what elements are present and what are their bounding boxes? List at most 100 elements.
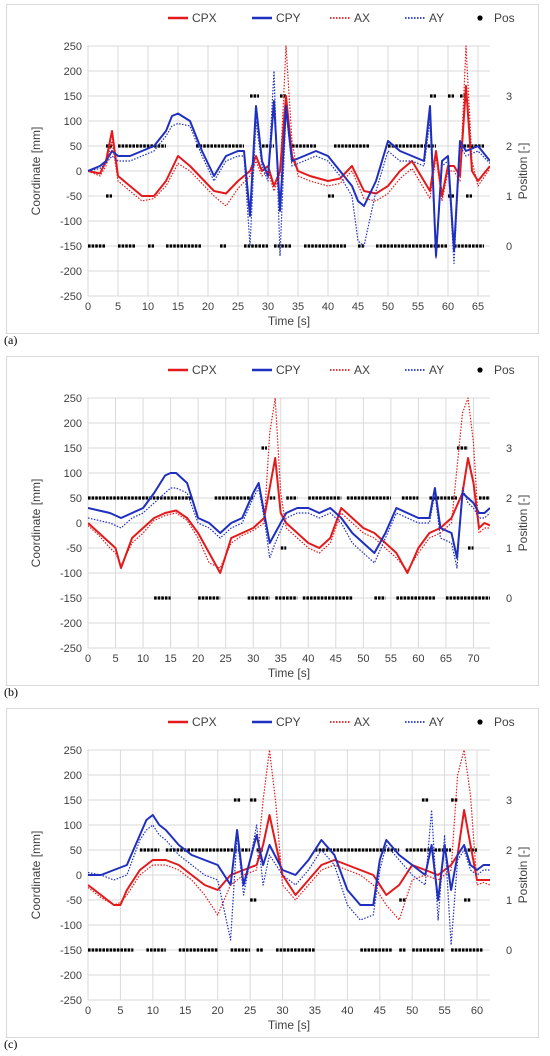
chart-panel-c: 250 200 150 100 50 0 -50 -100 -150 -200 -250 0 5 10 15… <box>0 704 550 1056</box>
series-line-ay <box>88 70 490 265</box>
x-tick-label: 5 <box>112 653 118 665</box>
legend-label-cpy: CPY <box>276 363 301 377</box>
legend-label-pos: Pos <box>494 715 515 729</box>
y2-tick-label: 1 <box>506 895 512 907</box>
x-tick-label: 35 <box>309 1005 321 1017</box>
y2-tick-label: 3 <box>506 443 512 455</box>
legend-label-ay: AY <box>429 363 444 377</box>
x-tick-label: 35 <box>292 301 304 313</box>
y2-axis-title: Positoin [-] <box>516 847 530 904</box>
y-tick-label: -200 <box>60 266 82 278</box>
x-tick-label: 5 <box>117 1005 123 1017</box>
legend-marker-pos <box>477 367 483 373</box>
chart-frame <box>6 356 539 686</box>
legend-label-ax: AX <box>354 715 370 729</box>
x-tick-label: 55 <box>438 1005 450 1017</box>
x-tick-label: 15 <box>172 301 184 313</box>
x-tick-label: 55 <box>412 301 424 313</box>
x-tick-label: 40 <box>302 653 314 665</box>
y-tick-label: 100 <box>64 468 82 480</box>
x-axis-title: Time [s] <box>268 1018 310 1032</box>
y2-tick-label: 0 <box>506 241 512 253</box>
y2-tick-label: 3 <box>506 795 512 807</box>
x-tick-label: 45 <box>330 653 342 665</box>
plot-area <box>88 45 490 265</box>
x-tick-label: 5 <box>115 301 121 313</box>
y-tick-label: 200 <box>64 66 82 78</box>
panel-label-b: (b) <box>4 685 18 699</box>
x-tick-label: 40 <box>322 301 334 313</box>
x-tick-label: 25 <box>220 653 232 665</box>
y2-axis-title: Position [-] <box>516 143 530 200</box>
chart-frame <box>6 708 539 1038</box>
y2-tick-label: 1 <box>506 543 512 555</box>
legend-label-ay: AY <box>429 11 444 25</box>
x-tick-label: 20 <box>192 653 204 665</box>
y-tick-label: 50 <box>70 845 82 857</box>
x-tick-label: 30 <box>276 1005 288 1017</box>
x-tick-label: 55 <box>385 653 397 665</box>
y2-tick-label: 0 <box>506 593 512 605</box>
x-tick-label: 65 <box>440 653 452 665</box>
x-axis-title: Time [s] <box>268 314 310 328</box>
y-tick-label: -150 <box>60 945 82 957</box>
legend-label-pos: Pos <box>494 11 515 25</box>
legend-label-ay: AY <box>429 715 444 729</box>
y-tick-label: 50 <box>70 493 82 505</box>
panel-label-c: (c) <box>4 1037 18 1051</box>
x-tick-label: 40 <box>341 1005 353 1017</box>
series-line-ax <box>88 397 490 572</box>
y2-tick-label: 2 <box>506 141 512 153</box>
y-tick-label: -100 <box>60 568 82 580</box>
y-tick-label: 150 <box>64 795 82 807</box>
x-tick-label: 60 <box>471 1005 483 1017</box>
y-tick-label: -200 <box>60 970 82 982</box>
x-tick-label: 10 <box>137 653 149 665</box>
x-tick-label: 45 <box>374 1005 386 1017</box>
y-tick-label: -100 <box>60 216 82 228</box>
x-tick-label: 35 <box>275 653 287 665</box>
y-tick-label: -250 <box>60 995 82 1007</box>
legend-label-ax: AX <box>354 363 370 377</box>
x-tick-label: 50 <box>357 653 369 665</box>
chart-panel-a: 250 200 150 100 50 0 -50 -100 -150 -200 -250 0 5 10 15… <box>0 0 550 352</box>
y-tick-label: -150 <box>60 241 82 253</box>
x-tick-label: 30 <box>247 653 259 665</box>
x-tick-label: 50 <box>406 1005 418 1017</box>
x-tick-label: 10 <box>142 301 154 313</box>
y2-tick-label: 3 <box>506 91 512 103</box>
y-tick-label: 150 <box>64 443 82 455</box>
y-tick-label: 250 <box>64 745 82 757</box>
y-tick-label: 200 <box>64 418 82 430</box>
series-line-ay <box>88 809 490 946</box>
x-tick-label: 25 <box>244 1005 256 1017</box>
legend-label-pos: Pos <box>494 363 515 377</box>
legend-label-cpy: CPY <box>276 715 301 729</box>
legend-label-cpy: CPY <box>276 11 301 25</box>
y-tick-label: 100 <box>64 820 82 832</box>
y-tick-label: 0 <box>76 518 82 530</box>
x-tick-label: 0 <box>85 301 91 313</box>
y-tick-label: 150 <box>64 91 82 103</box>
x-tick-label: 45 <box>352 301 364 313</box>
x-tick-label: 15 <box>164 653 176 665</box>
x-tick-label: 20 <box>202 301 214 313</box>
y-tick-label: -50 <box>66 191 82 203</box>
panel-label-a: (a) <box>4 333 18 347</box>
legend-label-cpx: CPX <box>192 363 217 377</box>
series-line-cpx <box>88 809 490 906</box>
y-tick-label: -50 <box>66 895 82 907</box>
y-axis-title: Coordinate [mm] <box>29 479 43 568</box>
x-tick-label: 65 <box>472 301 484 313</box>
x-axis-title: Time [s] <box>268 666 310 680</box>
x-tick-label: 0 <box>85 1005 91 1017</box>
y2-tick-label: 2 <box>506 845 512 857</box>
x-tick-label: 70 <box>467 653 479 665</box>
x-tick-label: 15 <box>179 1005 191 1017</box>
x-tick-label: 30 <box>262 301 274 313</box>
plot-area <box>88 397 490 600</box>
y-tick-label: -50 <box>66 543 82 555</box>
y-axis-title: Coordinate [mm] <box>29 127 43 216</box>
